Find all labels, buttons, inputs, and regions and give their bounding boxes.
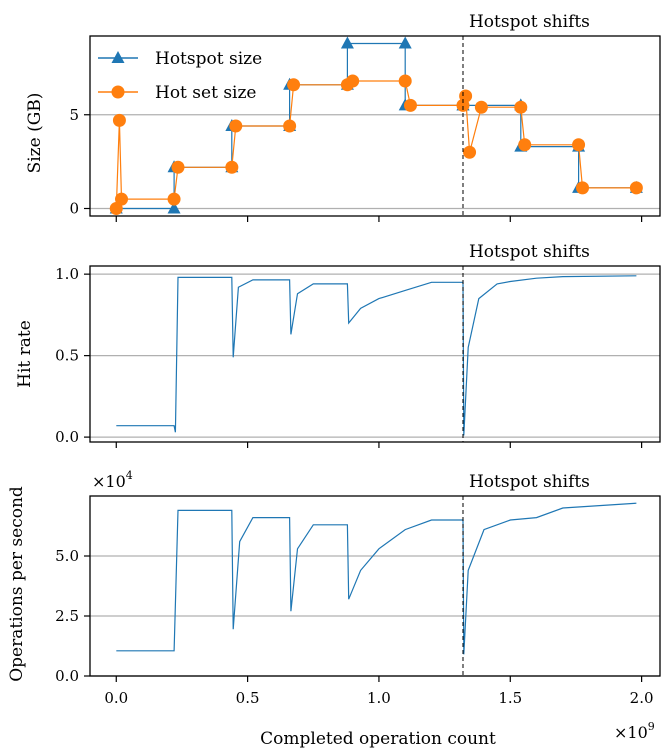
data-point bbox=[474, 100, 488, 114]
data-point bbox=[459, 89, 473, 103]
legend-label: Hot set size bbox=[155, 83, 257, 103]
plot-frame bbox=[89, 35, 661, 217]
data-point bbox=[398, 36, 412, 49]
x-tick-label: 2.0 bbox=[630, 689, 654, 707]
y-tick-label: 2.5 bbox=[55, 607, 79, 625]
y-multiplier: ×104 bbox=[92, 469, 133, 491]
series-line bbox=[116, 502, 637, 655]
data-point bbox=[398, 74, 412, 88]
y-tick-label: 0.0 bbox=[55, 667, 79, 685]
y-tick-label: 1.0 bbox=[55, 265, 79, 283]
data-point bbox=[346, 74, 360, 88]
legend-marker bbox=[111, 51, 125, 63]
annotation-label: Hotspot shifts bbox=[469, 472, 590, 492]
data-point bbox=[576, 181, 590, 195]
annotation-label: Hotspot shifts bbox=[469, 242, 590, 262]
plot-frame bbox=[89, 265, 661, 443]
data-point bbox=[629, 181, 643, 195]
data-point bbox=[171, 160, 185, 174]
x-axis-label: Completed operation count bbox=[260, 729, 496, 748]
data-point bbox=[463, 145, 477, 159]
series-line bbox=[116, 275, 637, 436]
data-point bbox=[403, 98, 417, 112]
x-tick-label: 0.5 bbox=[236, 689, 260, 707]
x-tick-label: 1.0 bbox=[367, 689, 391, 707]
data-point bbox=[229, 119, 243, 133]
data-point bbox=[167, 201, 181, 214]
y-tick-label: 5.0 bbox=[55, 547, 79, 565]
plot-frame bbox=[89, 495, 661, 677]
data-point bbox=[518, 138, 532, 152]
annotation-label: Hotspot shifts bbox=[469, 12, 590, 32]
data-point bbox=[340, 36, 354, 49]
data-point bbox=[167, 192, 181, 206]
data-point bbox=[287, 78, 301, 92]
y-tick-label: 5 bbox=[69, 106, 79, 124]
y-tick-label: 0 bbox=[69, 200, 79, 218]
x-tick-label: 1.5 bbox=[498, 689, 522, 707]
data-point bbox=[112, 113, 126, 127]
data-point bbox=[514, 100, 528, 114]
y-tick-label: 0.0 bbox=[55, 428, 79, 446]
data-point bbox=[115, 192, 129, 206]
y-axis-label: Size (GB) bbox=[25, 93, 45, 174]
series-line bbox=[115, 80, 637, 209]
data-point bbox=[225, 160, 239, 174]
y-axis-label: Hit rate bbox=[15, 320, 35, 388]
x-multiplier: ×109 bbox=[614, 720, 655, 742]
legend-label: Hotspot size bbox=[155, 49, 262, 69]
y-tick-label: 0.5 bbox=[55, 347, 79, 365]
legend-marker bbox=[111, 85, 125, 99]
x-tick-label: 0.0 bbox=[104, 689, 128, 707]
data-point bbox=[283, 119, 297, 133]
data-point bbox=[572, 138, 586, 152]
y-axis-label: Operations per second bbox=[7, 486, 27, 682]
